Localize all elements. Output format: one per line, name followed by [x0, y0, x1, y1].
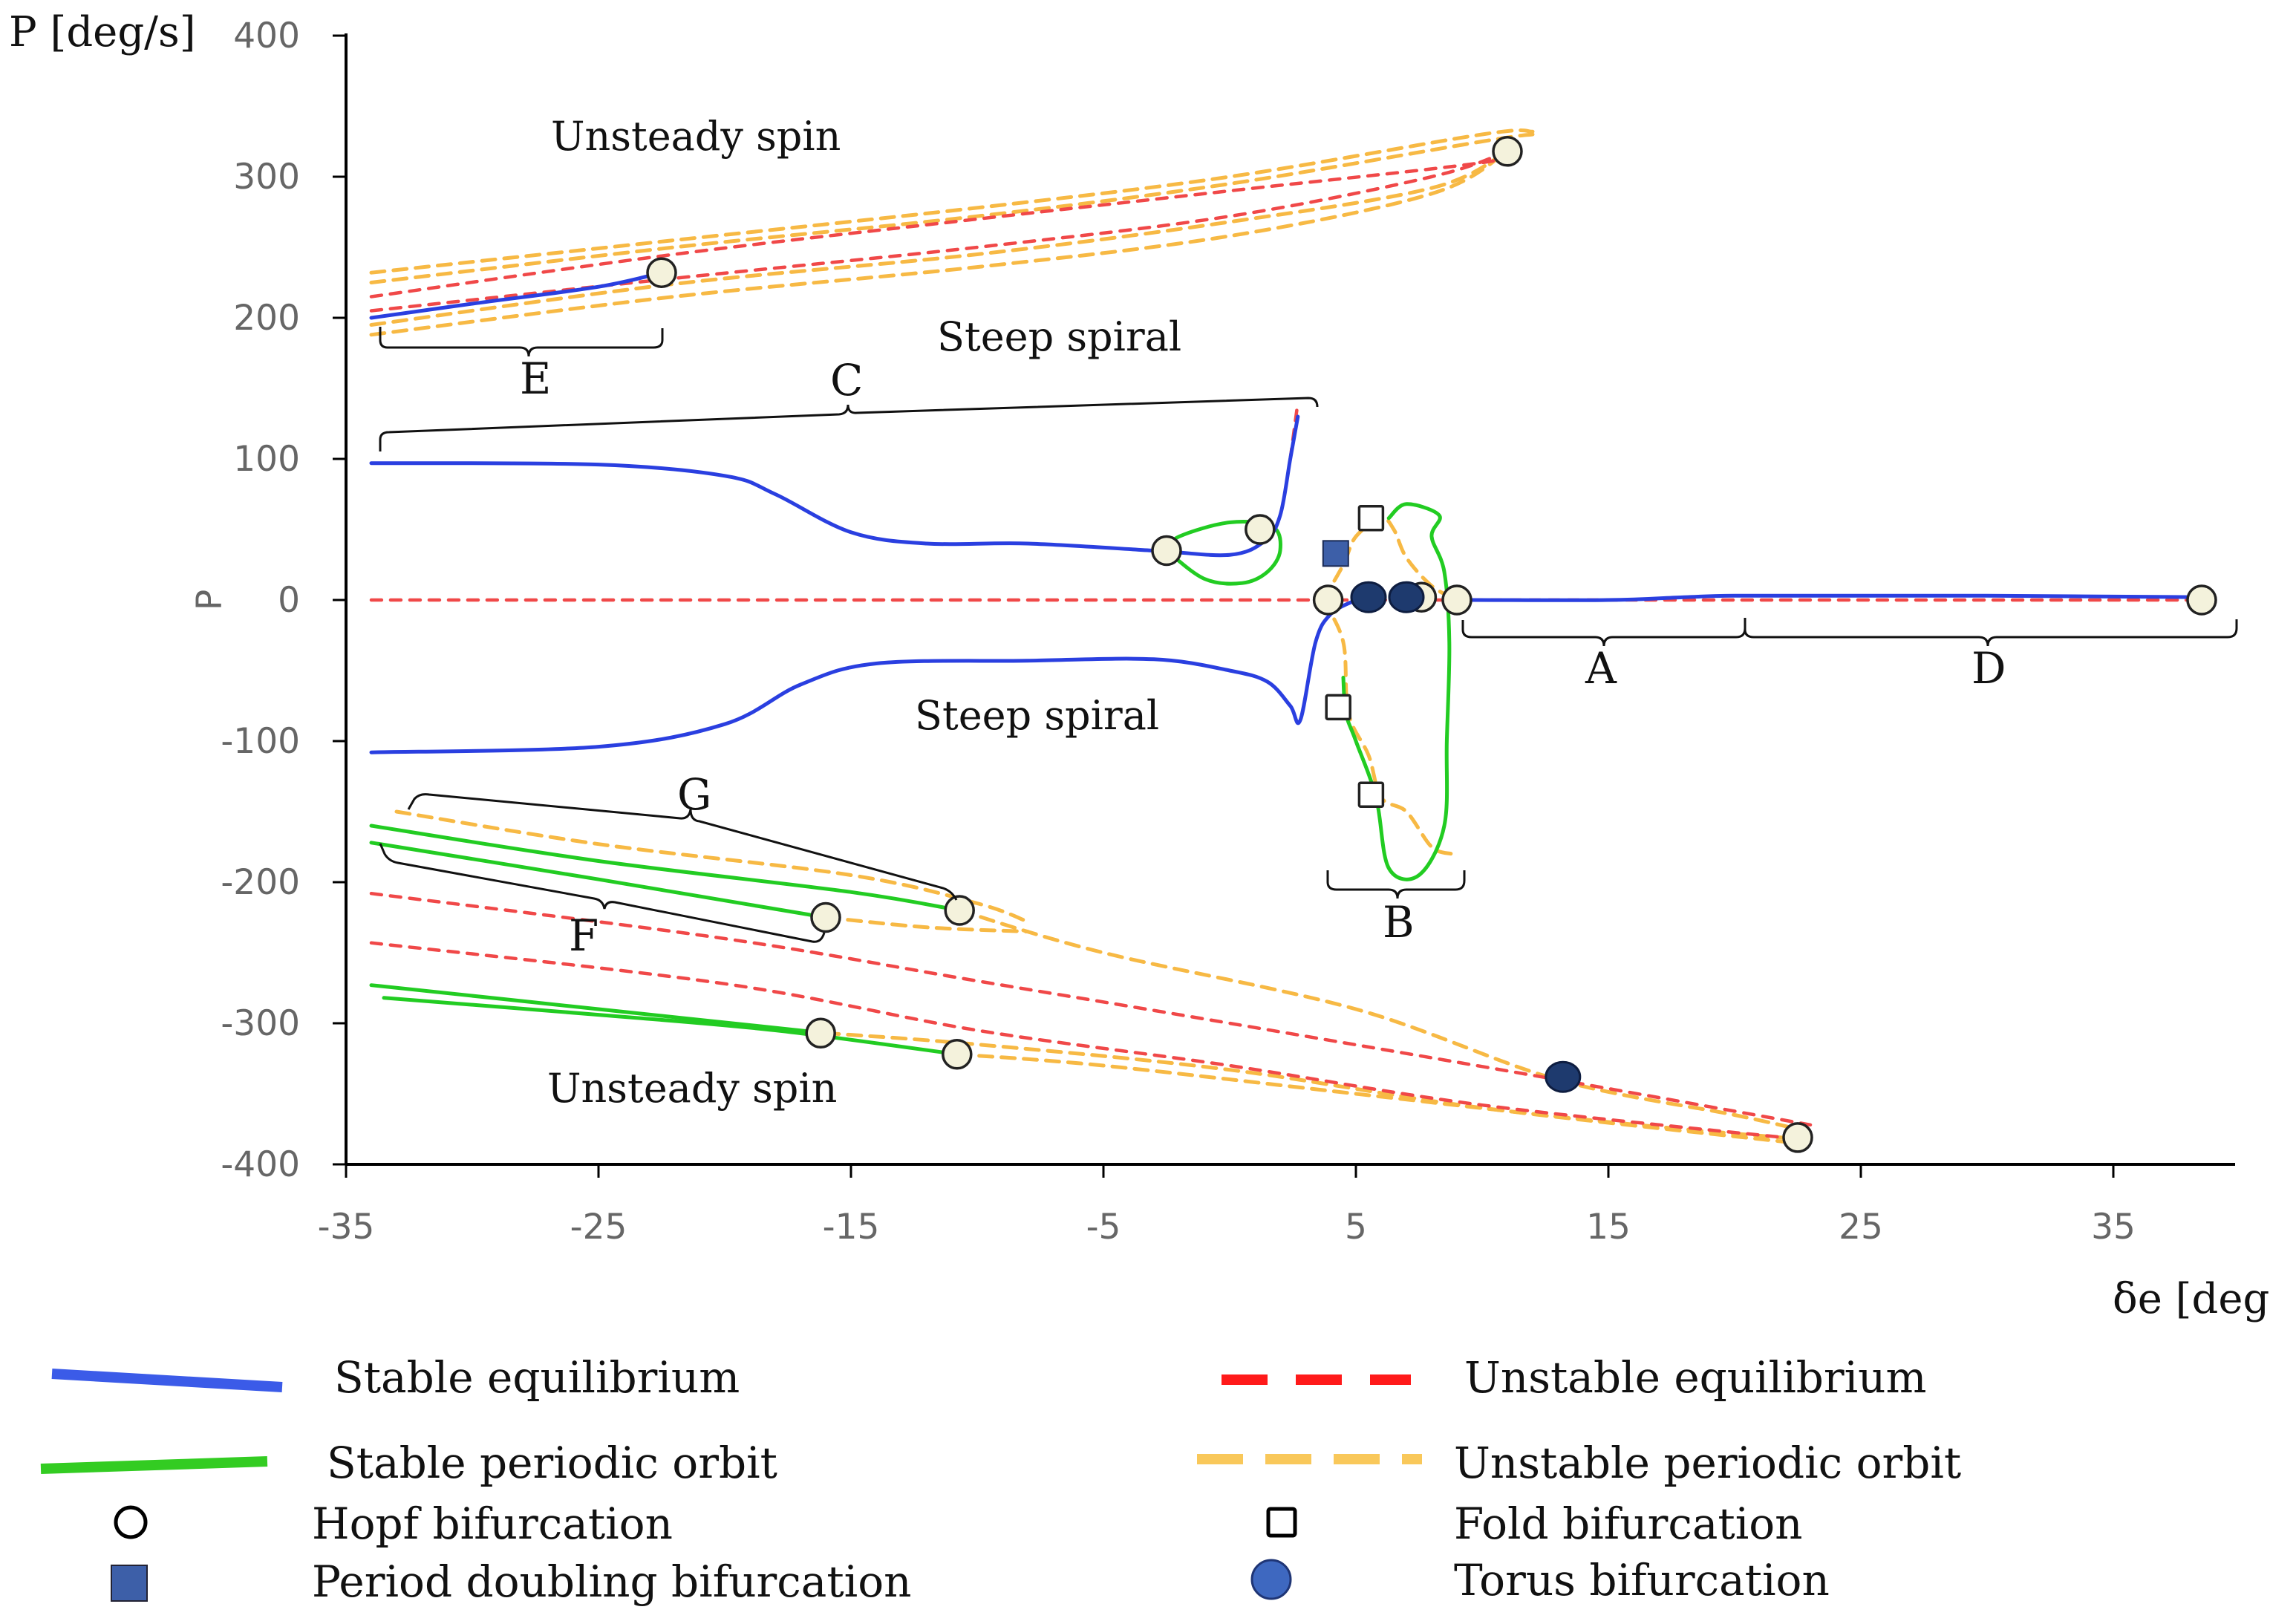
legend: Stable equilibrium Unstable equilibrium …	[40, 1352, 1961, 1607]
legend-pd-marker	[111, 1565, 148, 1602]
series-stable-po	[382, 996, 959, 1057]
legend-pd-label: Period doubling bifurcation	[312, 1556, 911, 1607]
x-tick-label: 15	[1586, 1207, 1631, 1248]
y-tick-label: -400	[221, 1144, 300, 1185]
annotation-unsteady-spin-bottom: Unsteady spin	[547, 1065, 837, 1112]
series-unstable-eq	[369, 149, 1510, 313]
y-tick-label: -200	[221, 862, 300, 903]
hopf-bifurcation-marker	[1151, 535, 1182, 567]
fold-bifurcation-marker	[1357, 781, 1385, 808]
region-label-A: A	[1585, 643, 1617, 694]
series-unstable-po	[823, 1031, 1800, 1145]
legend-torus-marker	[1250, 1559, 1292, 1600]
y-tick-label: 0	[278, 580, 300, 621]
hopf-bifurcation-marker	[944, 895, 975, 926]
brace-A	[1461, 618, 1746, 647]
series-unstable-po	[369, 149, 1510, 337]
series-stable-po	[369, 841, 828, 919]
x-tick-label: 25	[1839, 1207, 1883, 1248]
legend-unstable-po-label: Unstable periodic orbit	[1454, 1438, 1961, 1488]
region-label-G: G	[677, 769, 711, 820]
legend-stable-eq-label: Stable equilibrium	[334, 1352, 740, 1403]
series-unstable-po	[1321, 598, 1454, 856]
hopf-bifurcation-marker	[1441, 584, 1472, 616]
y-tick-label: -300	[221, 1003, 300, 1044]
hopf-bifurcation-marker	[1245, 514, 1276, 545]
brace-B	[1326, 870, 1466, 899]
brace-E	[379, 327, 664, 357]
hopf-bifurcation-marker	[942, 1039, 973, 1070]
legend-stable-po-swatch	[40, 1456, 268, 1474]
series-unstable-po	[369, 132, 1535, 284]
series-unstable-eq	[369, 149, 1513, 299]
fold-bifurcation-marker	[1325, 694, 1351, 721]
series-unstable-eq	[369, 941, 1800, 1141]
series-stable-po	[369, 824, 962, 913]
x-tick-label: -25	[570, 1207, 627, 1248]
series-unstable-po	[823, 916, 1030, 933]
period-doubling-marker	[1322, 540, 1349, 567]
series-stable-eq	[369, 414, 1300, 558]
brace-G	[407, 793, 958, 901]
series-stable-eq	[1467, 593, 2204, 602]
region-label-E: E	[520, 353, 551, 404]
hopf-bifurcation-marker	[810, 901, 841, 933]
y-tick-label: 300	[233, 157, 300, 198]
legend-unstable-eq-label: Unstable equilibrium	[1464, 1352, 1927, 1403]
y-tick-label: -100	[221, 721, 300, 762]
x-tick-label: -35	[318, 1207, 375, 1248]
torus-bifurcation-marker	[1350, 581, 1387, 613]
y-tick-label: 200	[233, 298, 300, 339]
x-tick-label: 35	[2091, 1207, 2136, 1248]
series-unstable-po	[955, 1052, 1800, 1141]
hopf-bifurcation-marker	[2186, 584, 2217, 616]
y-axis-inner-label: P	[189, 590, 230, 610]
region-label-D: D	[1971, 643, 2006, 694]
fold-bifurcation-marker	[1357, 505, 1385, 532]
region-label-F: F	[569, 910, 599, 961]
x-axis-title: δe [deg]	[2113, 1275, 2270, 1323]
torus-bifurcation-marker	[1388, 581, 1425, 613]
annotation-steep-spiral-top: Steep spiral	[937, 313, 1181, 360]
series-unstable-po	[369, 149, 1510, 327]
x-tick-label: -15	[823, 1207, 880, 1248]
region-label-B: B	[1383, 897, 1415, 948]
series-stable-po	[369, 983, 828, 1035]
torus-bifurcation-marker	[1545, 1060, 1582, 1093]
series-stable-po	[1164, 520, 1282, 586]
hopf-bifurcation-marker	[805, 1017, 836, 1049]
hopf-bifurcation-marker	[1782, 1122, 1813, 1153]
series-stable-eq	[369, 598, 1358, 754]
y-tick-label: 100	[233, 439, 300, 480]
legend-hopf-label: Hopf bifurcation	[312, 1499, 673, 1549]
brace-F	[379, 843, 826, 943]
legend-fold-label: Fold bifurcation	[1454, 1499, 1803, 1549]
annotation-unsteady-spin-top: Unsteady spin	[551, 113, 841, 160]
region-label-C: C	[830, 355, 863, 405]
series-unstable-po	[394, 809, 1030, 924]
legend-fold-marker	[1266, 1507, 1297, 1538]
annotation-steep-spiral-bottom: Steep spiral	[915, 692, 1159, 739]
y-axis-title: P [deg/s]	[9, 8, 196, 56]
x-tick-label: 5	[1345, 1207, 1367, 1248]
series-unstable-po	[957, 908, 1800, 1131]
y-tick-label: 400	[233, 16, 300, 56]
series-unstable-eq	[369, 891, 1813, 1127]
x-tick-label: -5	[1086, 1207, 1121, 1248]
series-stable-eq	[369, 270, 664, 320]
legend-stable-eq-swatch	[51, 1369, 283, 1392]
legend-stable-po-label: Stable periodic orbit	[327, 1438, 777, 1488]
legend-hopf-marker	[114, 1505, 148, 1539]
brace-C	[379, 397, 1319, 451]
hopf-bifurcation-marker	[646, 257, 677, 288]
series-unstable-po	[369, 128, 1535, 275]
hopf-bifurcation-marker	[1492, 136, 1523, 167]
hopf-bifurcation-marker	[1312, 584, 1344, 616]
brace-D	[1744, 619, 2238, 647]
legend-torus-label: Torus bifurcation	[1454, 1555, 1830, 1605]
series-stable-po	[1341, 502, 1452, 881]
